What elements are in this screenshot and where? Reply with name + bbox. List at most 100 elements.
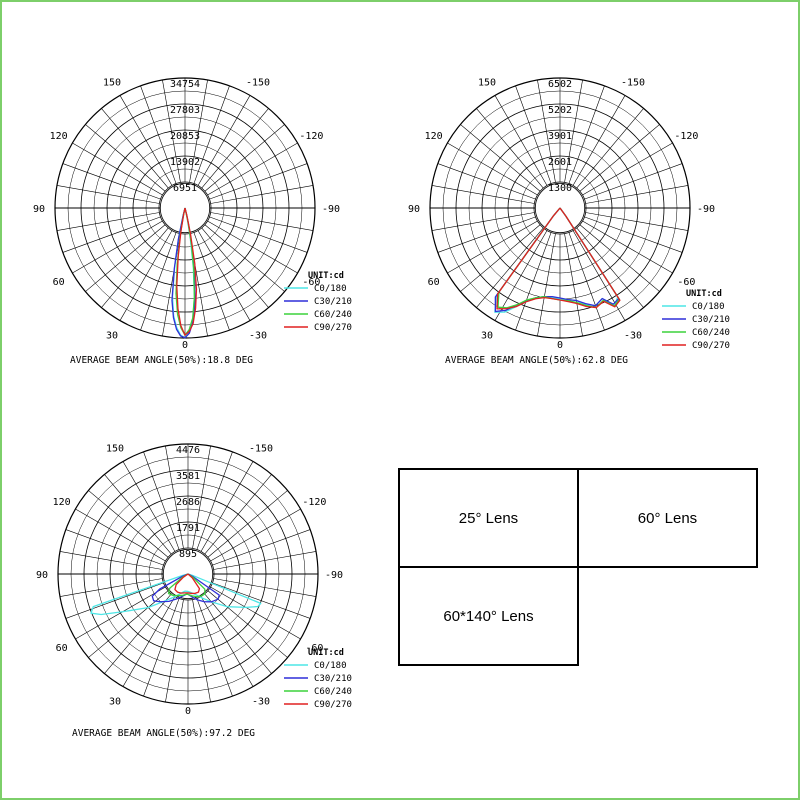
grid-spoke	[65, 529, 164, 566]
grid-spoke	[193, 85, 230, 184]
angle-label: -120	[299, 131, 323, 142]
grid-spoke	[75, 586, 166, 640]
grid-spoke	[62, 163, 161, 200]
angle-label: 60	[56, 643, 68, 654]
grid-spoke	[576, 108, 644, 189]
grid-spoke	[515, 85, 552, 184]
grid-spoke	[568, 85, 605, 184]
grid-spoke	[72, 142, 163, 196]
angle-label: -150	[621, 78, 645, 89]
grid-spoke	[207, 220, 298, 274]
grid-spoke	[209, 163, 308, 200]
grid-spoke	[75, 508, 166, 562]
angle-label: -90	[325, 570, 343, 581]
grid-spoke	[56, 212, 160, 231]
grid-spoke	[140, 232, 177, 331]
grid-spoke	[207, 490, 288, 558]
grid-spoke	[437, 163, 536, 200]
angle-label: -150	[246, 78, 270, 89]
radial-tick-label: 5202	[548, 105, 572, 116]
grid-spoke	[204, 224, 285, 292]
legend-entry-label: C0/180	[692, 302, 725, 312]
grid-spoke	[85, 224, 166, 292]
grid-spoke	[119, 230, 173, 321]
grid-spoke	[431, 185, 535, 204]
radial-tick-label: 6502	[548, 79, 572, 90]
angle-label: -30	[624, 330, 642, 341]
radial-tick-label: 4476	[176, 445, 200, 456]
grid-spoke	[56, 185, 160, 204]
grid-spoke	[65, 582, 164, 619]
legend-unit-label: UNIT:cd	[308, 648, 344, 658]
grid-spoke	[207, 590, 288, 658]
legend-unit-label: UNIT:cd	[308, 271, 344, 281]
grid-spoke	[585, 185, 689, 204]
radial-tick-label: 2601	[548, 157, 572, 168]
grid-spoke	[210, 212, 314, 231]
grid-spoke	[447, 220, 538, 274]
radial-tick-label: 34754	[170, 79, 200, 90]
legend-entry-label: C30/210	[692, 315, 730, 325]
grid-spoke	[572, 230, 626, 321]
grid-spoke	[212, 582, 311, 619]
grid-spoke	[579, 224, 660, 292]
grid-spoke	[582, 142, 673, 196]
angle-label: 150	[103, 78, 121, 89]
legend-entry-label: C90/270	[314, 700, 352, 710]
radial-tick-label: 27803	[170, 105, 200, 116]
grid-spoke	[460, 124, 541, 192]
polar-chart-3: 4476 3581 2686 1791 895 -150 150 -120 120 -90 90 -6…	[36, 443, 352, 739]
grid-spoke	[584, 163, 683, 200]
legend-entry-label: C0/180	[314, 661, 347, 671]
grid-spoke	[515, 232, 552, 331]
angle-label: 90	[36, 570, 48, 581]
radial-tick-label: 1300	[548, 183, 572, 194]
series-curve-c0-180	[90, 573, 262, 616]
grid-spoke	[494, 230, 548, 321]
grid-spoke	[204, 474, 272, 555]
angle-label: -30	[249, 330, 267, 341]
angle-label: -120	[674, 131, 698, 142]
grid-spoke	[476, 108, 544, 189]
legend-entry-label: C90/270	[692, 341, 730, 351]
grid-spoke	[140, 85, 177, 184]
grid-spoke	[579, 124, 660, 192]
grid-spoke	[537, 79, 556, 183]
grid-spoke	[193, 232, 230, 331]
grid-spoke	[162, 79, 181, 183]
lens-cell-60: 60° Lens	[577, 468, 758, 568]
grid-spoke	[213, 551, 317, 570]
radial-tick-label: 3581	[176, 471, 200, 482]
angle-label: 120	[53, 497, 71, 508]
angle-label: -60	[302, 277, 320, 288]
grid-spoke	[88, 490, 169, 558]
angle-label: -30	[252, 696, 270, 707]
series-curve-c90-270	[176, 207, 198, 336]
beam-angle-caption: AVERAGE BEAM ANGLE(50%):62.8 DEG	[445, 355, 628, 366]
angle-label: 120	[425, 131, 443, 142]
legend-entry-label: C60/240	[692, 328, 730, 338]
angle-label: 0	[557, 340, 563, 351]
angle-label: 60	[428, 277, 440, 288]
lens-cell-empty	[577, 566, 757, 665]
radial-tick-label: 2686	[176, 497, 200, 508]
grid-spoke	[165, 445, 184, 549]
grid-spoke	[197, 95, 251, 186]
grid-spoke	[192, 445, 211, 549]
legend-unit-label: UNIT:cd	[686, 289, 722, 299]
lens-cell-25: 25° Lens	[398, 468, 579, 568]
grid-spoke	[476, 227, 544, 308]
legend-entry-label: C30/210	[314, 297, 352, 307]
radial-tick-label: 3901	[548, 131, 572, 142]
angle-label: -60	[677, 277, 695, 288]
grid-spoke	[576, 227, 644, 308]
angle-label: 120	[50, 131, 68, 142]
grid-spoke	[204, 593, 272, 674]
angle-label: 30	[481, 330, 493, 341]
angle-label: -60	[305, 643, 323, 654]
polar-chart-1: 34754 27803 20853 13902 6951 -150 150 -120 120 -9…	[33, 77, 352, 366]
angle-label: -90	[697, 204, 715, 215]
grid-spoke	[447, 142, 538, 196]
